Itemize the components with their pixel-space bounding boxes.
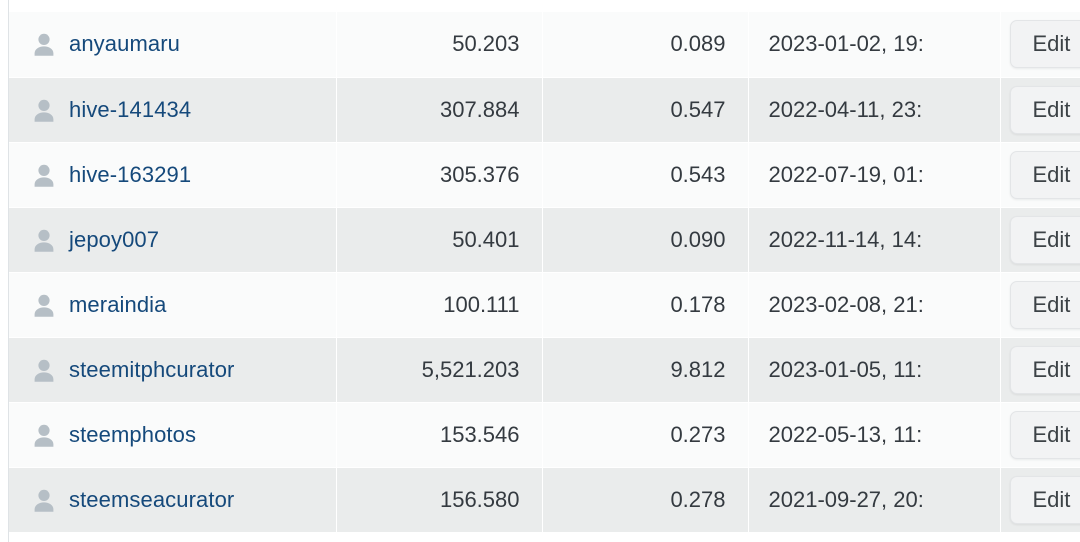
cell-share: 0.273: [542, 402, 749, 468]
table-row[interactable]: steemphotos 153.546 0.273 2022-05-13, 11…: [9, 402, 1080, 468]
cell-action: Edit: [1000, 77, 1080, 143]
cell-date: 2023-01-05, 11:: [748, 337, 1001, 403]
table-row[interactable]: meraindia 100.111 0.178 2023-02-08, 21: …: [9, 272, 1080, 338]
cell-username: steemphotos: [9, 402, 337, 468]
username-link[interactable]: meraindia: [69, 291, 167, 317]
cell-amount: 305.376: [336, 142, 543, 208]
date-text: 2022-05-13, 11:: [768, 421, 923, 447]
table-row[interactable]: hive-141434 307.884 0.547 2022-04-11, 23…: [9, 77, 1080, 143]
username-link[interactable]: jepoy007: [69, 226, 160, 252]
cell-amount: 307.884: [336, 77, 543, 143]
edit-button[interactable]: Edit: [1009, 410, 1080, 459]
cell-username: hive-141434: [9, 77, 337, 143]
username-link[interactable]: hive-163291: [69, 161, 192, 187]
cell-action: Edit: [1000, 272, 1080, 338]
user-avatar-icon: [31, 227, 57, 253]
edit-button[interactable]: Edit: [1009, 85, 1080, 134]
edit-button[interactable]: Edit: [1009, 475, 1080, 524]
cell-amount: 156.580: [336, 467, 543, 532]
cell-username: steemitphcurator: [9, 337, 337, 403]
cell-share: 0.543: [542, 142, 749, 208]
cell-username: hive-163291: [9, 142, 337, 208]
cell-date: 2022-07-19, 01:: [748, 142, 1001, 208]
cell-username: jepoy007: [9, 207, 337, 273]
user-avatar-icon: [31, 357, 57, 383]
cell-share: 0.547: [542, 77, 749, 143]
cell-share: 0.090: [542, 207, 749, 273]
cell-share: 0.178: [542, 272, 749, 338]
cell-action: Edit: [1000, 402, 1080, 468]
cell-date: 2021-09-27, 20:: [748, 467, 1001, 532]
table-scroll-container[interactable]: anyaumaru 50.203 0.089 2023-01-02, 19: E…: [9, 12, 1080, 532]
username-link[interactable]: steemitphcurator: [69, 356, 235, 382]
cell-action: Edit: [1000, 337, 1080, 403]
user-avatar-icon: [31, 487, 57, 513]
cell-username: anyaumaru: [9, 12, 337, 78]
table-row[interactable]: hive-163291 305.376 0.543 2022-07-19, 01…: [9, 142, 1080, 208]
cell-share: 0.089: [542, 12, 749, 78]
cell-username: steemseacurator: [9, 467, 337, 532]
cell-username: meraindia: [9, 272, 337, 338]
cell-share: 0.278: [542, 467, 749, 532]
username-link[interactable]: steemphotos: [69, 421, 197, 447]
cell-action: Edit: [1000, 12, 1080, 78]
edit-button[interactable]: Edit: [1009, 215, 1080, 264]
cell-action: Edit: [1000, 467, 1080, 532]
delegations-table: anyaumaru 50.203 0.089 2023-01-02, 19: E…: [9, 12, 1080, 532]
cell-amount: 5,521.203: [336, 337, 543, 403]
cell-amount: 50.401: [336, 207, 543, 273]
cell-action: Edit: [1000, 142, 1080, 208]
cell-date: 2022-05-13, 11:: [748, 402, 1001, 468]
user-avatar-icon: [31, 422, 57, 448]
cell-amount: 100.111: [336, 272, 543, 338]
edit-button[interactable]: Edit: [1009, 345, 1080, 394]
user-avatar-icon: [31, 292, 57, 318]
user-avatar-icon: [31, 97, 57, 123]
table-row[interactable]: steemitphcurator 5,521.203 9.812 2023-01…: [9, 337, 1080, 403]
username-link[interactable]: anyaumaru: [69, 31, 180, 57]
date-text: 2023-01-05, 11:: [768, 356, 923, 382]
username-link[interactable]: hive-141434: [69, 96, 192, 122]
cell-share: 9.812: [542, 337, 749, 403]
table-body: anyaumaru 50.203 0.089 2023-01-02, 19: E…: [9, 12, 1080, 532]
date-text: 2022-07-19, 01:: [768, 161, 924, 187]
cell-amount: 153.546: [336, 402, 543, 468]
cell-date: 2023-02-08, 21:: [748, 272, 1001, 338]
edit-button[interactable]: Edit: [1009, 280, 1080, 329]
date-text: 2022-11-14, 14:: [768, 226, 923, 252]
table-row[interactable]: anyaumaru 50.203 0.089 2023-01-02, 19: E…: [9, 12, 1080, 78]
date-text: 2022-04-11, 23:: [768, 96, 923, 122]
table-row[interactable]: jepoy007 50.401 0.090 2022-11-14, 14: Ed…: [9, 207, 1080, 273]
date-text: 2023-01-02, 19:: [768, 31, 924, 57]
table-left-border: [8, 0, 9, 542]
cell-date: 2022-11-14, 14:: [748, 207, 1001, 273]
edit-button[interactable]: Edit: [1009, 150, 1080, 199]
date-text: 2021-09-27, 20:: [768, 486, 924, 512]
date-text: 2023-02-08, 21:: [768, 291, 924, 317]
cell-amount: 50.203: [336, 12, 543, 78]
username-link[interactable]: steemseacurator: [69, 486, 235, 512]
cell-action: Edit: [1000, 207, 1080, 273]
user-avatar-icon: [31, 162, 57, 188]
cell-date: 2023-01-02, 19:: [748, 12, 1001, 78]
user-avatar-icon: [31, 31, 57, 57]
table-row[interactable]: steemseacurator 156.580 0.278 2021-09-27…: [9, 467, 1080, 532]
edit-button[interactable]: Edit: [1009, 20, 1080, 69]
cell-date: 2022-04-11, 23:: [748, 77, 1001, 143]
